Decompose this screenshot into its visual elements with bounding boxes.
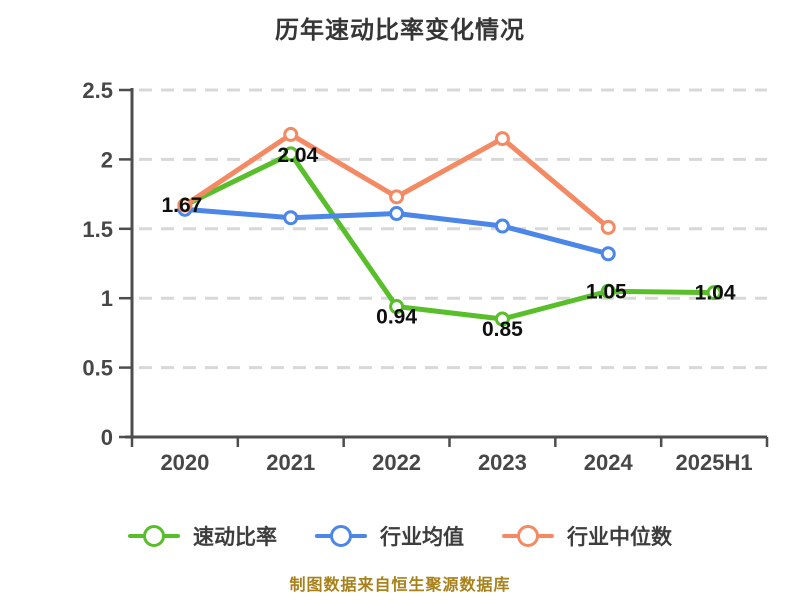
y-tick-label: 1.5 [82,217,113,242]
legend-label-industry-median: 行业中位数 [567,526,672,549]
x-tick-label: 2025H1 [676,450,753,475]
legend-item-industry-avg[interactable]: 行业均值 [315,521,464,551]
y-tick-label: 0.5 [82,356,113,381]
quick-ratio-legend-dot-icon [143,525,165,547]
data-point-速动比率[interactable] [283,146,299,162]
point-value-label: 1.05 [586,280,627,303]
legend-item-industry-median[interactable]: 行业中位数 [502,521,672,551]
y-tick-label: 0 [101,425,113,450]
point-value-label: 1.67 [161,194,202,217]
data-point-行业中位数[interactable] [494,131,510,147]
data-point-速动比率[interactable] [389,299,405,315]
x-tick-label: 2020 [160,450,209,475]
industry-avg-legend-dot-icon [330,525,352,547]
y-tick-label: 2.5 [82,78,113,103]
data-point-行业均值[interactable] [600,246,616,262]
point-value-label: 0.85 [482,318,523,341]
legend-label-industry-avg: 行业均值 [380,526,464,549]
chart-title: 历年速动比率变化情况 [275,17,525,44]
data-point-行业均值[interactable] [494,218,510,234]
data-point-速动比率[interactable] [706,285,722,301]
data-point-行业均值[interactable] [389,206,405,222]
series-line-速动比率 [182,151,717,322]
industry-median-legend-marker-icon [502,525,554,547]
line-chart-plot: 0 0.5 1 1.5 2 2.5 2020 2021 2022 2023 2024 2025H1 1.… [82,78,769,475]
data-point-行业中位数[interactable] [177,197,193,213]
data-point-行业均值[interactable] [283,210,299,226]
data-point-行业中位数[interactable] [600,219,616,235]
legend-item-quick-ratio[interactable]: 速动比率 [128,521,277,551]
data-point-行业中位数[interactable] [283,126,299,142]
point-value-label: 2.04 [277,144,318,167]
x-tick-label: 2021 [266,450,315,475]
legend-label-quick-ratio: 速动比率 [193,526,277,549]
point-value-label: 1.04 [695,282,736,305]
data-point-行业中位数[interactable] [389,189,405,205]
chart-legend: 速动比率 行业均值 行业中位数 [0,521,800,551]
industry-median-legend-dot-icon [517,525,539,547]
x-tick-label: 2022 [372,450,421,475]
data-point-速动比率[interactable] [494,311,510,327]
x-tick-label: 2024 [584,450,634,475]
x-tick-label: 2023 [478,450,527,475]
industry-avg-legend-marker-icon [315,525,367,547]
y-tick-label: 1 [101,286,113,311]
quick-ratio-legend-marker-icon [128,525,180,547]
point-value-label: 0.94 [376,306,417,329]
data-source-note: 制图数据来自恒生聚源数据库 [289,577,511,594]
y-tick-label: 2 [101,147,113,172]
data-point-速动比率[interactable] [600,283,616,299]
